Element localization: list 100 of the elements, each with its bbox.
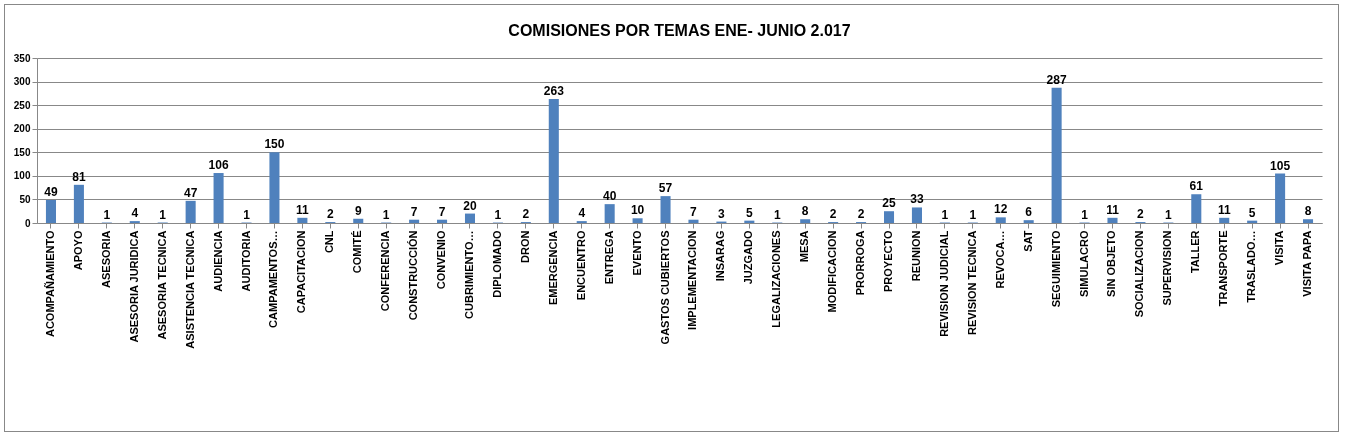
x-tick-label: REVISION TECNICA <box>965 230 978 336</box>
x-tick-label: CNL <box>323 230 336 254</box>
bar <box>995 217 1006 223</box>
x-tick-label: SIMULACRO <box>1077 230 1090 298</box>
x-tick-label: CUBRIMIENTO… <box>462 230 475 319</box>
x-tick-label: CONFERENCIA <box>379 230 392 312</box>
bar <box>883 211 895 223</box>
data-label: 7 <box>410 204 418 219</box>
bar <box>73 184 84 223</box>
x-tick-label: TALLER <box>1189 230 1202 274</box>
x-tick-label: PRORROGA <box>854 230 867 296</box>
bar <box>1219 217 1230 223</box>
bar <box>660 196 671 223</box>
data-label: 6 <box>1025 205 1033 220</box>
bar <box>632 218 643 223</box>
bar <box>1275 173 1286 223</box>
x-tick-label: GASTOS CUBIERTOS <box>658 230 671 345</box>
data-label: 61 <box>1189 179 1204 194</box>
data-label: 81 <box>72 169 86 184</box>
bar <box>297 217 308 223</box>
x-tick-label: SEGUIMIENTO <box>1049 230 1062 308</box>
x-tick-label: JUZGADO <box>742 230 755 285</box>
bar <box>688 219 699 223</box>
y-tick-label: 250 <box>13 99 31 111</box>
x-tick-label: DIPLOMADO <box>490 230 503 298</box>
x-tick-label: APOYO <box>71 230 84 271</box>
x-tick-label: EVENTO <box>630 230 643 276</box>
x-tick-label: REUNION <box>909 230 922 282</box>
data-label: 33 <box>910 192 924 207</box>
x-tick-label: ASESORIA JURIDICA <box>127 230 140 343</box>
data-label: 11 <box>296 202 310 217</box>
data-label: 106 <box>208 158 229 173</box>
data-label: 2 <box>829 207 837 222</box>
data-label: 40 <box>602 189 617 204</box>
x-tick-label: MESA <box>798 230 811 263</box>
y-tick-label: 150 <box>13 146 31 158</box>
data-label: 1 <box>1165 207 1173 222</box>
bar <box>353 218 364 223</box>
bar <box>1107 217 1118 223</box>
x-tick-label: REVISION JUDICIAL <box>937 230 950 337</box>
data-label: 263 <box>543 84 565 99</box>
x-tick-label: CAPACITACION <box>295 230 308 314</box>
x-tick-label: VISITA <box>1273 230 1286 266</box>
data-label: 12 <box>994 202 1008 217</box>
x-tick-label: LEGALIZACIONES <box>770 230 783 328</box>
data-label: 4 <box>578 206 586 221</box>
y-tick-label: 100 <box>13 170 31 182</box>
x-tick-label: SUPERVISION <box>1161 230 1174 306</box>
bar <box>1023 220 1034 223</box>
data-label: 7 <box>690 204 698 219</box>
data-label: 287 <box>1046 72 1067 87</box>
bar <box>548 99 559 223</box>
data-label: 47 <box>183 185 198 200</box>
x-tick-label: AUDIENCIA <box>211 230 224 292</box>
data-label: 11 <box>1217 202 1231 217</box>
data-label: 11 <box>1106 202 1120 217</box>
data-label: 25 <box>882 196 897 211</box>
y-tick-label: 50 <box>19 193 31 205</box>
x-tick-label: INSARAG <box>714 230 727 282</box>
y-tick-label: 300 <box>13 76 31 88</box>
x-tick-label: ENTREGA <box>602 230 615 285</box>
data-label: 1 <box>243 207 251 222</box>
data-label: 1 <box>159 207 167 222</box>
x-tick-label: ENCUENTRO <box>574 230 587 301</box>
x-tick-label: TRANSPORTE <box>1217 230 1230 307</box>
y-tick-label: 200 <box>13 123 31 135</box>
data-label: 1 <box>494 207 502 222</box>
data-label: 20 <box>463 198 477 213</box>
x-tick-label: ACOMPAÑAMIENTO <box>43 230 56 338</box>
data-label: 5 <box>745 205 753 220</box>
bar <box>185 200 196 223</box>
data-label: 7 <box>438 204 446 219</box>
data-label: 1 <box>382 207 390 222</box>
bar <box>800 219 811 223</box>
bar <box>604 204 615 223</box>
y-tick-label: 0 <box>24 217 31 229</box>
bar <box>409 219 420 223</box>
x-tick-label: TRASLADO… <box>1245 230 1258 303</box>
data-label: 105 <box>1270 158 1291 173</box>
x-tick-label: COMITÉ <box>351 230 364 274</box>
x-tick-label: SIN OBJETO <box>1105 230 1118 297</box>
bar <box>1303 219 1314 223</box>
data-label: 2 <box>857 207 865 222</box>
data-label: 9 <box>354 203 362 218</box>
x-tick-label: AUDITORIA <box>239 230 252 292</box>
data-label: 1 <box>773 207 781 222</box>
bar <box>213 173 224 223</box>
data-label: 1 <box>1081 207 1089 222</box>
bar <box>1191 194 1202 223</box>
data-label: 2 <box>326 207 334 222</box>
data-label: 150 <box>264 137 285 152</box>
data-label: 1 <box>969 207 977 222</box>
data-label: 2 <box>1137 207 1145 222</box>
x-tick-label: ASISTENCIA TECNICA <box>183 230 196 349</box>
y-tick-label: 350 <box>13 52 31 64</box>
data-label: 57 <box>658 181 673 196</box>
data-label: 8 <box>1304 204 1312 219</box>
bar <box>437 219 448 223</box>
x-tick-label: SAT <box>1021 230 1034 252</box>
bar <box>1051 87 1062 223</box>
